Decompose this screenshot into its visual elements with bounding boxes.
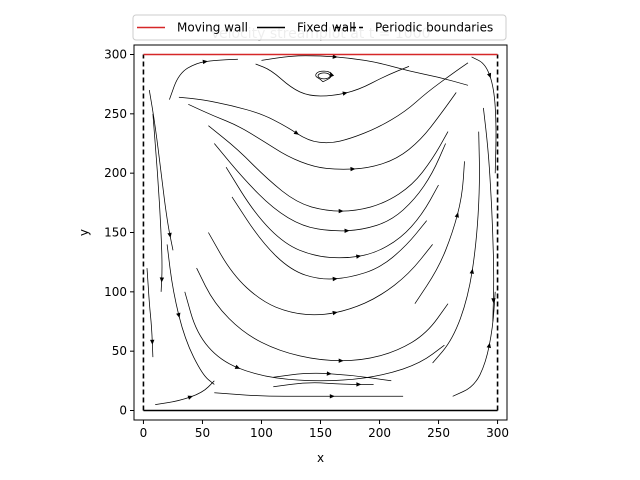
y-tick-label-250: 250 (104, 107, 127, 121)
streamline-19 (452, 291, 496, 397)
streamline-arrow-21 (454, 212, 459, 218)
x-tick-label-300: 300 (486, 426, 509, 440)
y-tick-label-150: 150 (104, 226, 127, 240)
streamline-2 (471, 56, 497, 174)
y-tick-label-300: 300 (104, 47, 127, 61)
y-axis: 0 50 100 150 200 250 300 (104, 47, 134, 418)
streamline-5 (178, 62, 469, 144)
streamline-arrow-15 (326, 371, 332, 376)
y-tick-label-50: 50 (112, 344, 127, 358)
streamline-13 (184, 291, 445, 382)
boundaries (142, 53, 499, 412)
legend-label-1: Fixed wall (297, 21, 356, 35)
x-tick-label-100: 100 (250, 426, 273, 440)
vortex-core (317, 72, 331, 80)
streamline-arrow-25 (491, 298, 496, 304)
streamline-8 (214, 143, 446, 232)
streamline-arrow-19 (486, 342, 491, 349)
streamline-arrow-14 (176, 312, 181, 318)
streamline-22 (148, 90, 174, 251)
legend-box (132, 14, 507, 41)
streamline-arrow-8 (344, 228, 350, 233)
streamline-arrow-4 (342, 91, 348, 96)
streamline-arrow-1 (202, 59, 208, 65)
streamline-arrow-20 (469, 268, 474, 274)
streamline-arrow-9 (356, 254, 362, 259)
x-axis: 0 50 100 150 200 250 300 (140, 420, 509, 440)
streamline-16 (273, 382, 374, 388)
streamline-12 (196, 267, 449, 362)
streamline-24 (146, 268, 154, 358)
streamline-arrow-16 (356, 382, 362, 387)
streamline-11 (208, 232, 433, 316)
streamline-arrow-2 (487, 72, 492, 79)
x-tick-label-0: 0 (140, 426, 148, 440)
streamline-arrow-22 (167, 232, 172, 238)
streamline-arrow-24 (150, 339, 155, 345)
streamline-arrow-6 (350, 166, 356, 172)
streamline-25 (483, 107, 495, 322)
streamline-9 (225, 167, 439, 259)
streamline-4 (255, 63, 410, 97)
streamline-1 (169, 58, 238, 100)
x-tick-label-250: 250 (427, 426, 450, 440)
x-tick-label-150: 150 (309, 426, 332, 440)
streamline-arrow-10 (332, 276, 338, 282)
streamline-arrow-0 (332, 54, 338, 59)
y-tick-label-0: 0 (119, 404, 127, 418)
streamline-21 (414, 161, 465, 304)
streamline-arrow-13 (234, 364, 241, 369)
y-tick-label-200: 200 (104, 166, 127, 180)
y-tick-label-100: 100 (104, 285, 127, 299)
streamline-arrow-23 (159, 277, 165, 283)
x-tick-label-200: 200 (368, 426, 391, 440)
streamline-arrow-17 (329, 394, 335, 399)
streamline-arrow-11 (332, 310, 338, 316)
streamline-arrow-7 (338, 208, 344, 214)
streamline-arrow-3 (330, 71, 335, 78)
streamline-18 (155, 380, 215, 405)
streamline-10 (231, 196, 427, 280)
legend-label-0: Moving wall (177, 21, 248, 35)
x-axis-label: x (317, 451, 324, 465)
streamline-arrow-12 (338, 358, 344, 363)
streamline-arrow-5 (293, 130, 299, 135)
x-tick-label-50: 50 (195, 426, 210, 440)
streamline-0 (261, 55, 469, 86)
streamline-14 (166, 244, 215, 385)
streamline-arrow-18 (187, 395, 193, 400)
streamline-17 (214, 392, 404, 397)
legend: Moving wall Fixed wall Periodic boundaries (132, 14, 507, 41)
streamline-6 (188, 92, 457, 170)
plot-frame (133, 44, 508, 421)
streamline-20 (432, 131, 480, 364)
y-axis-label: y (77, 229, 91, 236)
streamlines (146, 54, 497, 405)
streamline-23 (152, 113, 163, 292)
legend-label-2: Periodic boundaries (375, 21, 493, 35)
